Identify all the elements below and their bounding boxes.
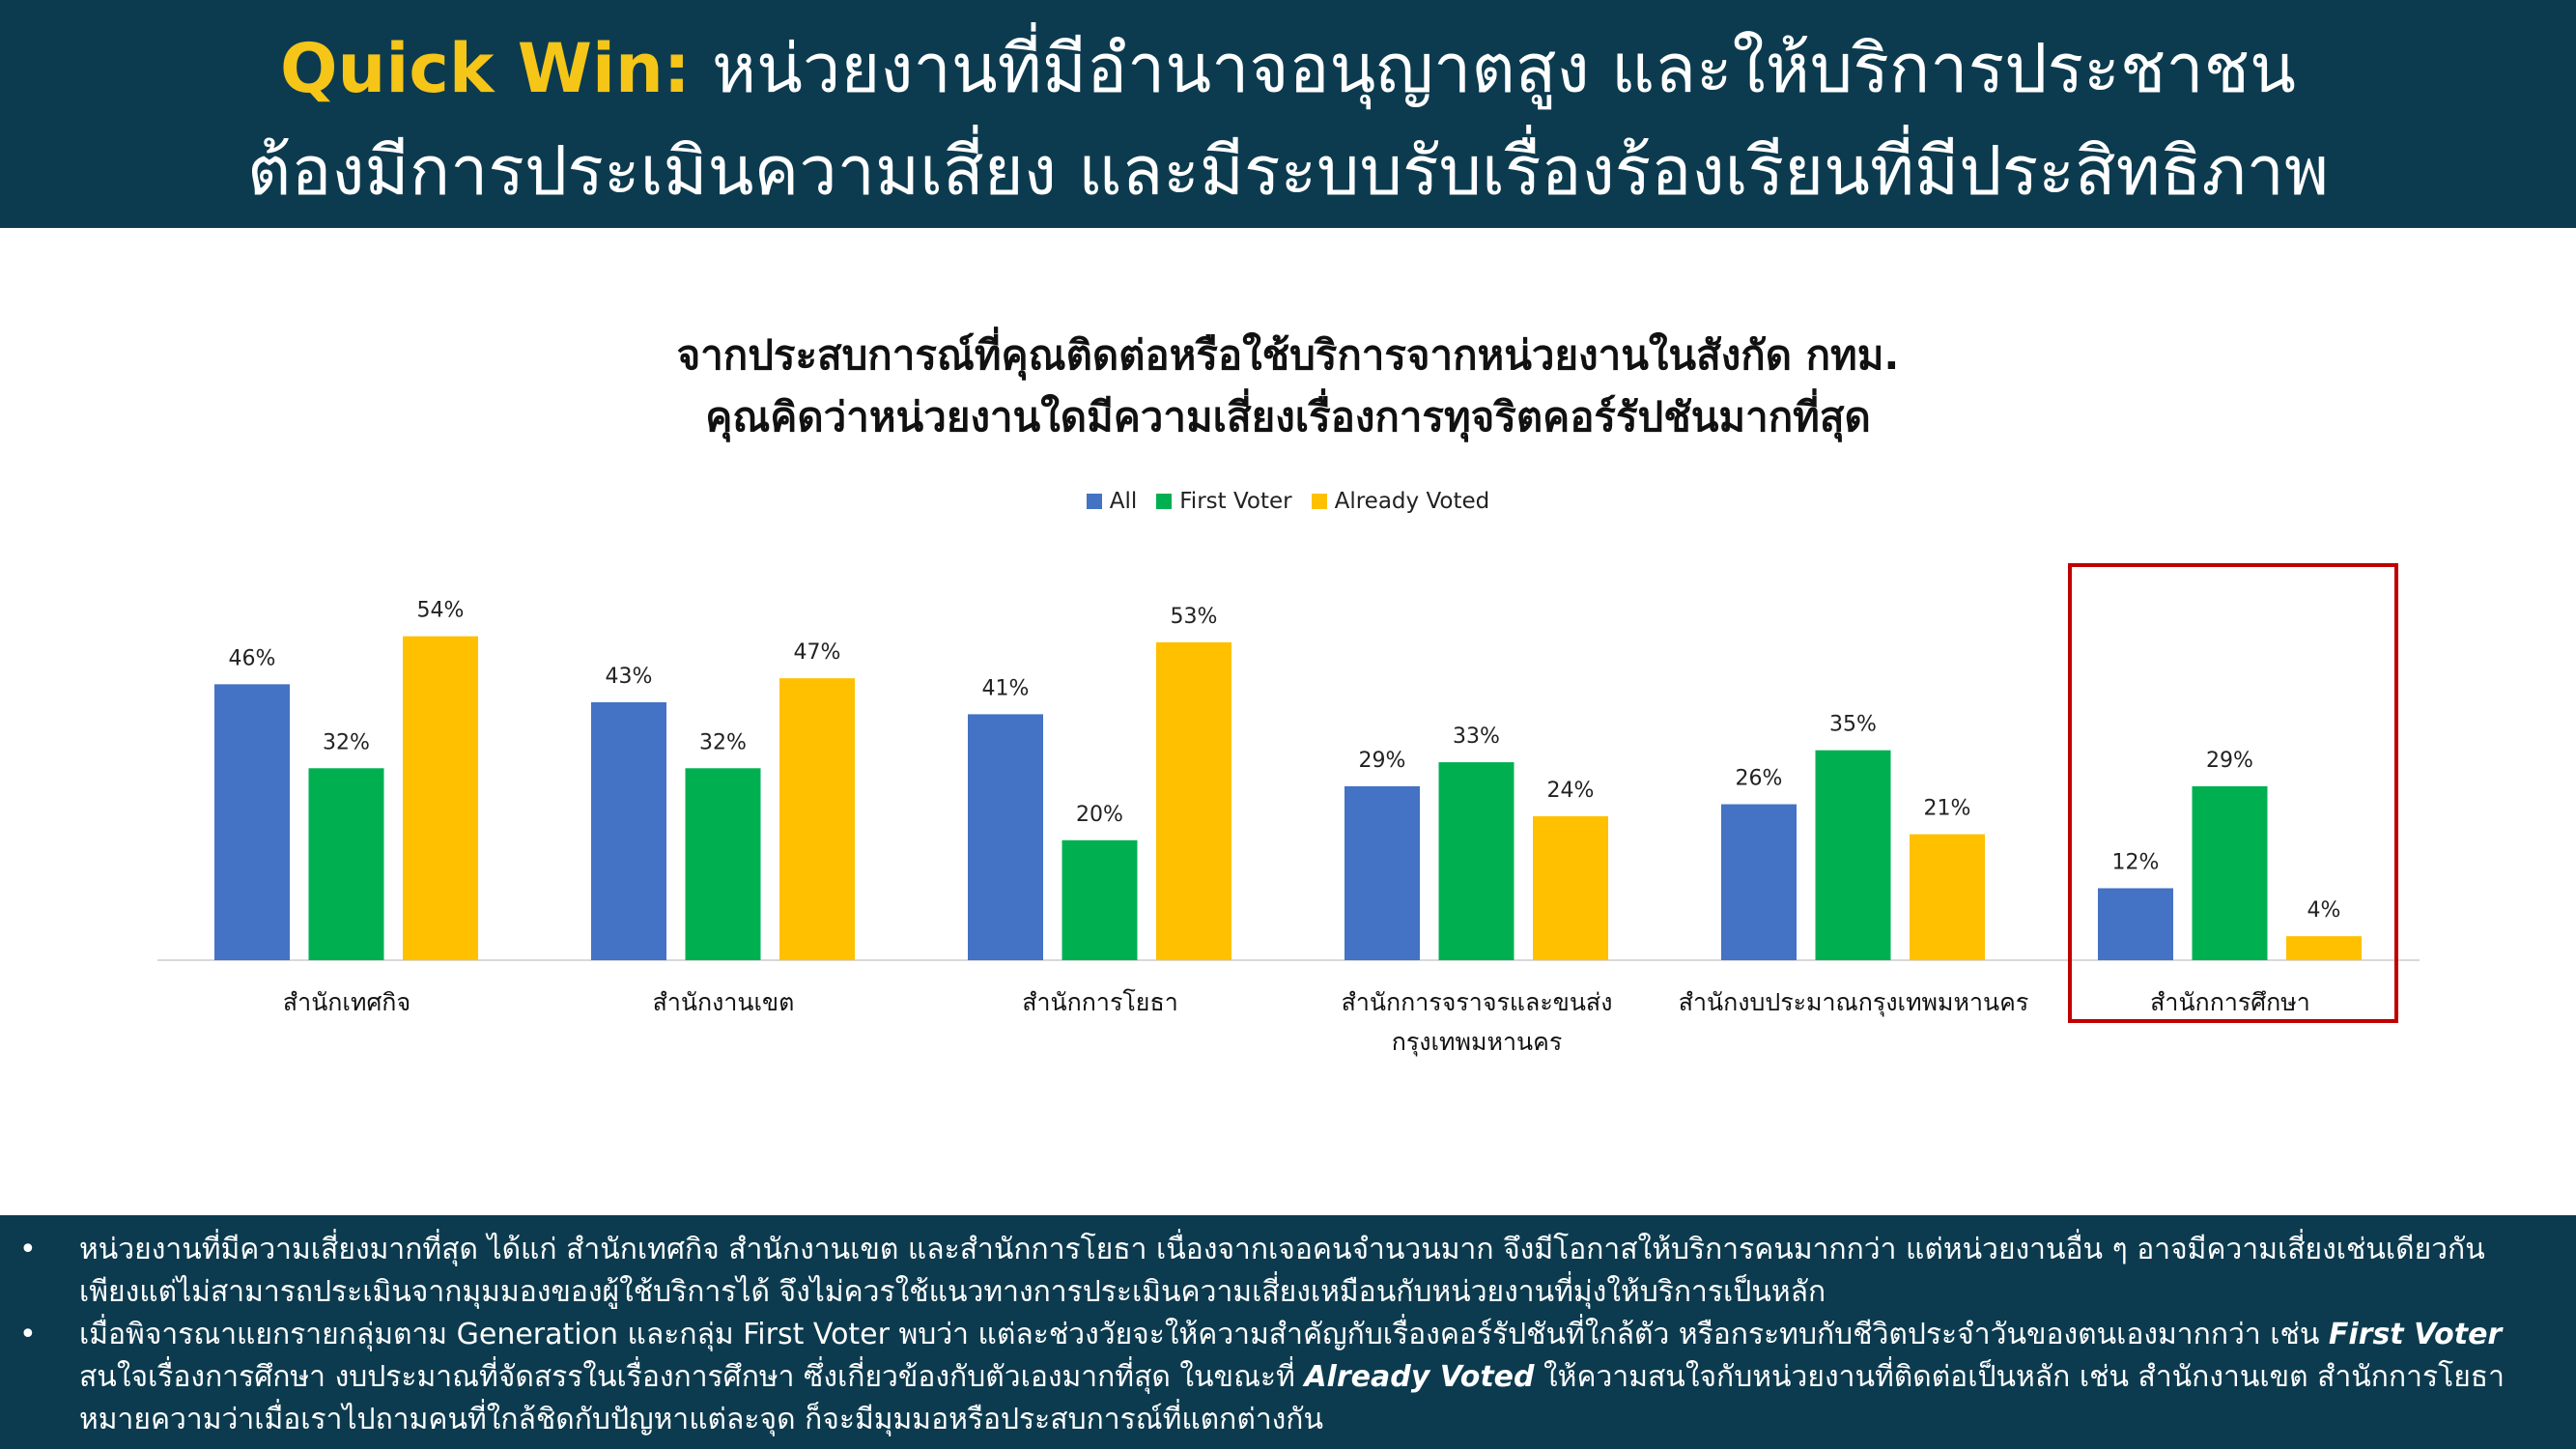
bar xyxy=(214,684,290,960)
bar xyxy=(1062,839,1138,960)
data-label: 47% xyxy=(794,640,841,665)
legend-label: First Voter xyxy=(1179,489,1292,514)
note-emphasis: Already Voted xyxy=(1304,1360,1535,1394)
category-label: สำนักงานเขต xyxy=(653,988,795,1016)
data-label: 32% xyxy=(323,730,370,754)
chart-title-block: จากประสบการณ์ที่คุณติดต่อหรือใช้บริการจา… xyxy=(0,325,2576,448)
data-label: 26% xyxy=(1736,767,1783,791)
data-label: 4% xyxy=(2307,898,2341,923)
bar xyxy=(1815,750,1891,960)
data-label: 20% xyxy=(1076,803,1123,827)
bar xyxy=(779,678,855,960)
highlight-box xyxy=(2068,563,2398,1023)
chart-legend: All First Voter Already Voted xyxy=(0,489,2576,514)
bullet-icon: • xyxy=(19,1318,37,1351)
category-label: สำนักการจราจรและขนส่ง xyxy=(1342,988,1613,1016)
data-label: 33% xyxy=(1453,724,1500,749)
data-label: 29% xyxy=(2206,749,2253,773)
category-label: สำนักการโยธา xyxy=(1022,988,1178,1016)
category-label: สำนักงบประมาณกรุงเทพมหานคร xyxy=(1679,988,2029,1017)
data-label: 12% xyxy=(2112,850,2160,874)
category-label: สำนักการศึกษา xyxy=(2150,988,2310,1016)
data-label: 43% xyxy=(606,665,653,689)
note-item: • เมื่อพิจารณาแยกรายกลุ่มตาม Generation แ… xyxy=(19,1314,2552,1441)
data-label: 21% xyxy=(1924,797,1971,821)
headline-line-2: ต้องมีการประเมินความเสี่ยง และมีระบบรับเ… xyxy=(246,131,2330,211)
bar xyxy=(1533,815,1608,960)
headline-line-1: Quick Win: หน่วยงานที่มีอำนาจอนุญาตสูง แ… xyxy=(0,25,2576,112)
bar xyxy=(2192,785,2268,960)
data-label: 29% xyxy=(1359,749,1406,773)
chart-subtitle: คุณคิดว่าหน่วยงานใดมีความเสี่ยงเรื่องการ… xyxy=(705,393,1871,440)
data-label: 32% xyxy=(699,730,747,754)
data-label: 53% xyxy=(1171,605,1218,629)
bar xyxy=(308,768,384,960)
bar-chart: 46% 32% 54% สำนักเทศกิจ 43% 32% 47% สำนักงานเขต… xyxy=(157,599,2420,1057)
data-label: 41% xyxy=(982,676,1030,700)
legend-swatch xyxy=(1086,494,1102,509)
bar xyxy=(403,636,478,960)
data-label: 24% xyxy=(1547,779,1595,803)
bar xyxy=(1438,762,1514,960)
note-emphasis: First Voter xyxy=(2328,1318,2503,1351)
data-label: 35% xyxy=(1829,713,1877,737)
header-banner: Quick Win: หน่วยงานที่มีอำนาจอนุญาตสูง แ… xyxy=(0,0,2576,228)
note-text: เมื่อพิจารณาแยกรายกลุ่มตาม Generation แล… xyxy=(79,1318,2329,1351)
legend-item: Already Voted xyxy=(1311,489,1490,514)
category-label: สำนักเทศกิจ xyxy=(283,988,410,1016)
quick-win-label: Quick Win: xyxy=(279,29,691,108)
legend-swatch xyxy=(1311,494,1327,509)
note-text: ให้ความสนใจกับหน่วยงานที่ติดต่อเป็นหลัก … xyxy=(79,1360,2505,1436)
bullet-icon: • xyxy=(19,1233,37,1266)
bar xyxy=(1156,641,1231,960)
note-text: หน่วยงานที่มีความเสี่ยงมากที่สุด ได้แก่ … xyxy=(79,1233,2485,1309)
bar xyxy=(2098,888,2173,960)
note-item: • หน่วยงานที่มีความเสี่ยงมากที่สุด ได้แก่… xyxy=(19,1229,2552,1314)
data-label: 54% xyxy=(417,599,465,623)
bar xyxy=(1910,834,1985,960)
bar xyxy=(685,768,761,960)
bar xyxy=(591,701,666,960)
bar xyxy=(968,714,1043,960)
bar xyxy=(2286,936,2362,960)
headline-line-1-text: หน่วยงานที่มีอำนาจอนุญาตสูง และให้บริการ… xyxy=(690,29,2297,108)
bar xyxy=(1721,804,1797,960)
legend-label: All xyxy=(1109,489,1138,514)
legend-item: All xyxy=(1086,489,1138,514)
data-label: 46% xyxy=(229,646,276,670)
note-text: สนใจเรื่องการศึกษา งบประมาณที่จัดสรรในเร… xyxy=(79,1360,1305,1394)
legend-item: First Voter xyxy=(1156,489,1292,514)
footer-notes: • หน่วยงานที่มีความเสี่ยงมากที่สุด ได้แก่… xyxy=(0,1215,2576,1449)
chart-title: จากประสบการณ์ที่คุณติดต่อหรือใช้บริการจา… xyxy=(676,331,1900,379)
bar xyxy=(1345,785,1420,960)
legend-swatch xyxy=(1156,494,1173,509)
legend-label: Already Voted xyxy=(1334,489,1490,514)
category-label: กรุงเทพมหานคร xyxy=(1392,1028,1563,1057)
